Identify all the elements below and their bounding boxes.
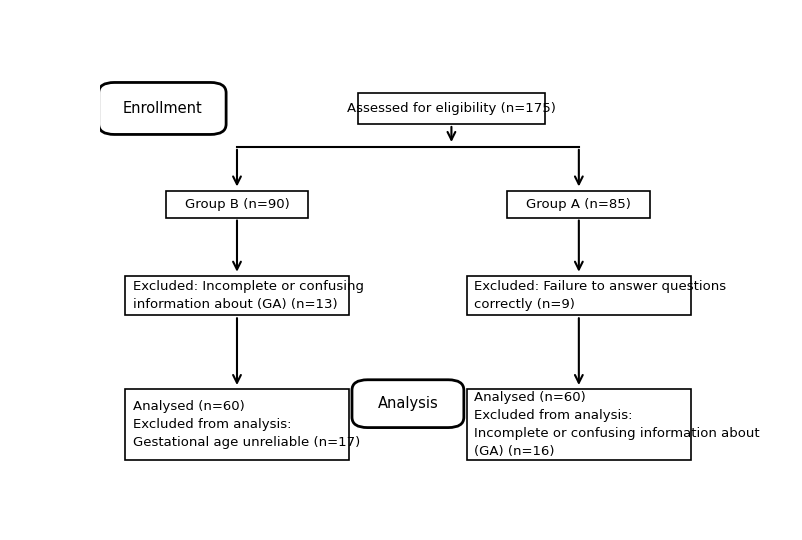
FancyBboxPatch shape — [352, 380, 464, 428]
Text: Group B (n=90): Group B (n=90) — [184, 198, 290, 211]
Text: Analysed (n=60)
Excluded from analysis:
Gestational age unreliable (n=17): Analysed (n=60) Excluded from analysis: … — [132, 400, 360, 449]
Text: Analysed (n=60)
Excluded from analysis:
Incomplete or confusing information abou: Analysed (n=60) Excluded from analysis: … — [475, 391, 760, 458]
FancyBboxPatch shape — [358, 93, 545, 124]
Text: Enrollment: Enrollment — [123, 101, 202, 116]
Text: Group A (n=85): Group A (n=85) — [526, 198, 631, 211]
FancyBboxPatch shape — [165, 191, 309, 218]
FancyBboxPatch shape — [99, 83, 226, 134]
Text: Excluded: Incomplete or confusing
information about (GA) (n=13): Excluded: Incomplete or confusing inform… — [132, 280, 363, 311]
FancyBboxPatch shape — [467, 276, 691, 315]
FancyBboxPatch shape — [508, 191, 650, 218]
FancyBboxPatch shape — [125, 276, 349, 315]
FancyBboxPatch shape — [467, 389, 691, 460]
Text: Analysis: Analysis — [378, 396, 438, 411]
FancyBboxPatch shape — [125, 389, 349, 460]
Text: Assessed for eligibility (n=175): Assessed for eligibility (n=175) — [347, 102, 556, 115]
Text: Excluded: Failure to answer questions
correctly (n=9): Excluded: Failure to answer questions co… — [475, 280, 727, 311]
